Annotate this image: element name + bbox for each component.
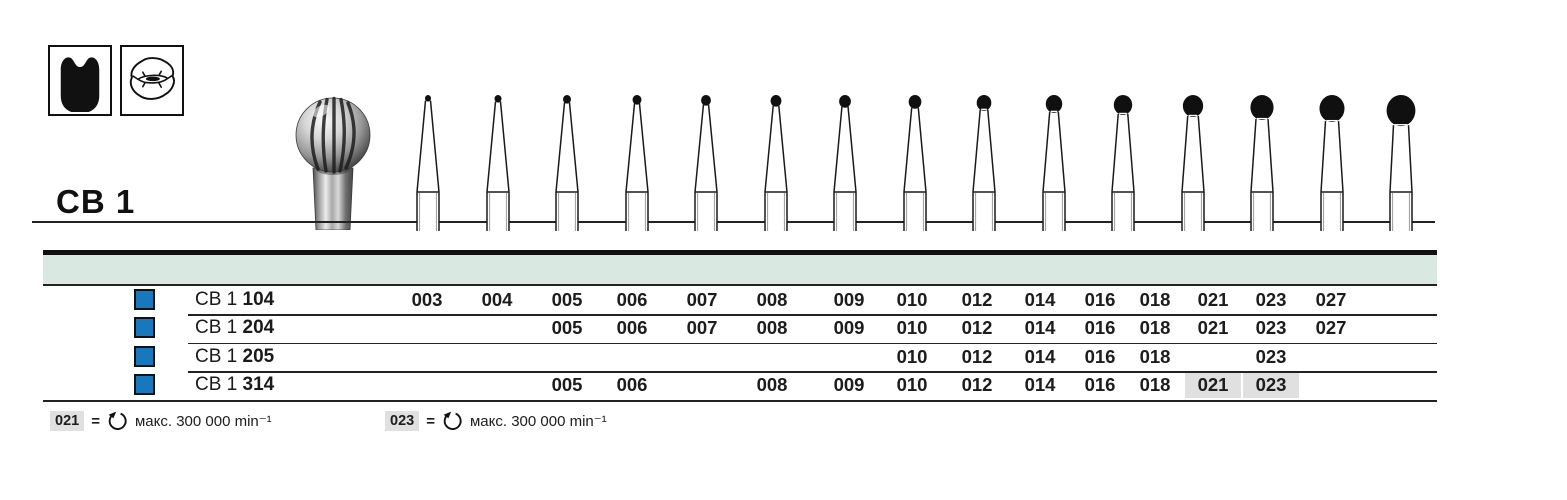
row-separator	[188, 342, 1437, 345]
row-label: CB 1 104	[195, 289, 275, 310]
series-color-marker	[134, 317, 155, 339]
round-bur-photo-glyph	[295, 96, 371, 231]
size-cell: 008	[756, 374, 788, 396]
row-separator	[188, 371, 1437, 373]
size-cell: 014	[1024, 289, 1056, 310]
bur-silhouette-006	[619, 92, 655, 232]
size-cell: 005	[551, 289, 583, 310]
figure-baseline-rule	[32, 221, 1435, 224]
table-bottom-rule	[43, 399, 1437, 402]
bur-silhouette-003	[410, 92, 446, 232]
series-color-marker	[134, 345, 155, 367]
row-label: CB 1 205	[195, 345, 275, 367]
table-row-204: CB 1 204 005 006 007 008 009 010 012 014 016 018 02…	[0, 314, 1567, 342]
size-cell: 010	[896, 374, 928, 396]
size-cell: 006	[616, 374, 648, 396]
size-cell: 018	[1139, 317, 1171, 339]
rotation-speed-icon	[442, 411, 463, 432]
size-cell: 007	[686, 289, 718, 310]
bur-silhouette-005	[549, 92, 585, 232]
size-cell: 003	[411, 289, 443, 310]
table-header-band	[43, 254, 1437, 284]
size-cell: 016	[1084, 374, 1116, 396]
size-cell: 018	[1139, 289, 1171, 310]
table-row-314: CB 1 314 005 006 008 009 010 012 014 016 018 021 02…	[0, 371, 1567, 399]
size-cell: 021	[1197, 317, 1229, 339]
equals-sign: =	[91, 412, 100, 430]
size-cell: 004	[481, 289, 513, 310]
size-cell: 023	[1255, 317, 1287, 339]
size-cell: 010	[896, 345, 928, 367]
size-cell: 023	[1243, 372, 1299, 399]
size-cell: 021	[1185, 372, 1241, 399]
bur-silhouette-018	[1175, 92, 1211, 232]
series-color-marker	[134, 289, 155, 310]
header-band-rule	[43, 283, 1437, 286]
size-cell: 016	[1084, 289, 1116, 310]
bur-silhouette-021	[1244, 92, 1280, 232]
bur-silhouette-009	[827, 92, 863, 232]
bur-silhouette-012	[966, 92, 1002, 232]
size-cell: 009	[833, 317, 865, 339]
bur-silhouette-016	[1105, 92, 1141, 232]
row-separator	[188, 314, 1437, 316]
size-cell: 027	[1315, 317, 1347, 339]
bur-silhouette-008	[758, 92, 794, 232]
size-cell: 014	[1024, 345, 1056, 367]
size-cell: 005	[551, 317, 583, 339]
size-cell: 009	[833, 374, 865, 396]
size-cell: 007	[686, 317, 718, 339]
occlusal-tooth-icon	[120, 45, 184, 116]
bur-silhouette-004	[480, 92, 516, 232]
size-cell: 018	[1139, 374, 1171, 396]
round-bur-photo	[287, 88, 379, 231]
size-cell: 005	[551, 374, 583, 396]
size-cell: 010	[896, 289, 928, 310]
size-cell: 010	[896, 317, 928, 339]
tooth-crown-icon	[48, 45, 112, 116]
size-cell: 006	[616, 289, 648, 310]
occlusal-tooth-glyph	[129, 56, 175, 100]
size-cell: 008	[756, 317, 788, 339]
max-speed-note: макс. 300 000 min⁻¹	[134, 413, 272, 430]
size-cell: 012	[961, 289, 993, 310]
bur-silhouette-014	[1036, 92, 1072, 232]
rotation-speed-icon	[107, 411, 128, 432]
size-cell: 021	[1197, 289, 1229, 310]
size-cell: 016	[1084, 345, 1116, 367]
size-cell: 006	[616, 317, 648, 339]
size-cell: 014	[1024, 317, 1056, 339]
bur-silhouette-027	[1383, 92, 1419, 232]
size-cell: 009	[833, 289, 865, 310]
size-cell: 012	[961, 317, 993, 339]
tooth-crown-glyph	[60, 56, 100, 112]
size-code-badge: 023	[385, 411, 420, 431]
max-speed-note: макс. 300 000 min⁻¹	[469, 413, 607, 430]
size-cell: 023	[1255, 289, 1287, 310]
size-cell: 012	[961, 374, 993, 396]
bur-silhouette-023	[1314, 92, 1350, 232]
size-cell: 014	[1024, 374, 1056, 396]
size-code-badge: 021	[50, 411, 85, 431]
row-label: CB 1 314	[195, 374, 275, 396]
series-color-marker	[134, 374, 155, 396]
footnote-023: 023 = макс. 300 000 min⁻¹	[385, 408, 607, 434]
size-cell: 018	[1139, 345, 1171, 367]
series-title: CB 1	[56, 183, 136, 220]
table-row-104: CB 1 104 003 004 005 006 007 008 009 010 012 014 01…	[0, 286, 1567, 314]
size-cell: 008	[756, 289, 788, 310]
bur-silhouette-010	[897, 92, 933, 232]
table-top-rule	[43, 250, 1437, 255]
bur-silhouette-007	[688, 92, 724, 232]
size-cell: 027	[1315, 289, 1347, 310]
size-cell: 023	[1255, 345, 1287, 367]
size-cell: 012	[961, 345, 993, 367]
size-cell: 016	[1084, 317, 1116, 339]
equals-sign: =	[426, 412, 435, 430]
row-label: CB 1 204	[195, 317, 275, 339]
footnote-021: 021 = макс. 300 000 min⁻¹	[50, 408, 272, 434]
table-row-205: CB 1 205 010 012 014 016 018 023	[0, 343, 1567, 371]
